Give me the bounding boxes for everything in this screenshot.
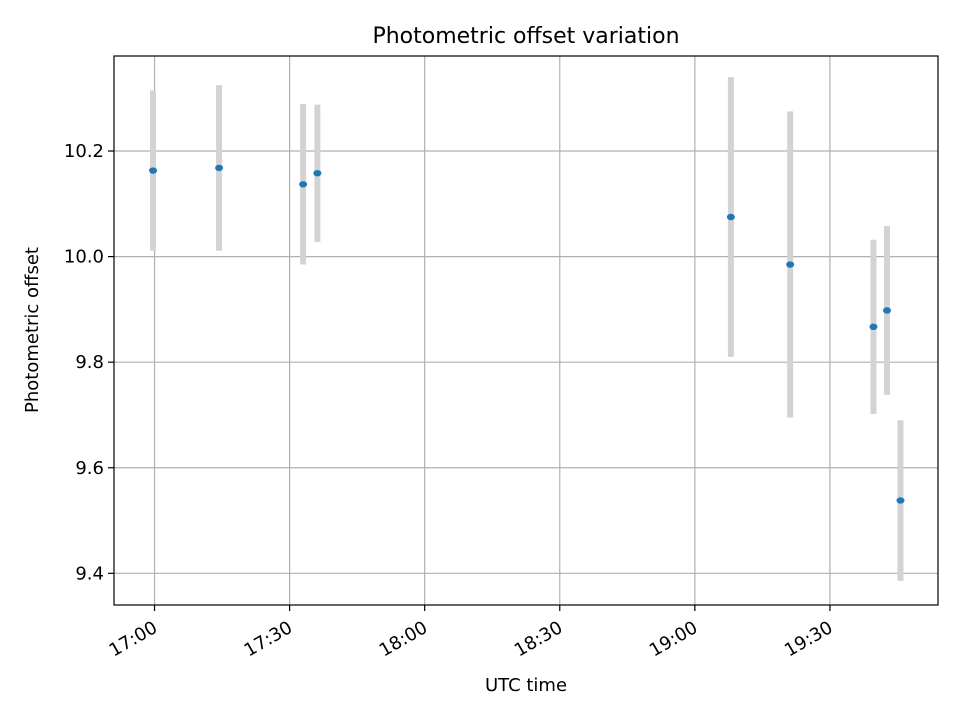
data-point xyxy=(786,261,795,268)
y-axis-label: Photometric offset xyxy=(22,247,43,413)
y-axis-ticks: 9.4 9.6 9.8 10.0 10.2 xyxy=(64,141,114,584)
data-point xyxy=(882,307,891,314)
grid xyxy=(114,56,938,605)
y-tick-label: 9.4 xyxy=(75,563,104,584)
data-point xyxy=(299,181,308,188)
data-point xyxy=(726,213,735,221)
x-axis-label: UTC time xyxy=(485,675,567,696)
data-points xyxy=(149,164,905,504)
y-tick-label: 9.6 xyxy=(75,458,104,479)
y-tick-label: 10.2 xyxy=(64,141,104,162)
data-point xyxy=(313,169,322,177)
plot-frame xyxy=(113,55,939,606)
chart-title: Photometric offset variation xyxy=(372,24,679,49)
y-tick-label: 9.8 xyxy=(75,352,104,373)
data-point xyxy=(215,164,224,172)
data-point xyxy=(149,167,158,174)
data-point xyxy=(896,497,905,504)
data-point xyxy=(869,323,878,331)
y-tick-label: 10.0 xyxy=(64,247,104,268)
